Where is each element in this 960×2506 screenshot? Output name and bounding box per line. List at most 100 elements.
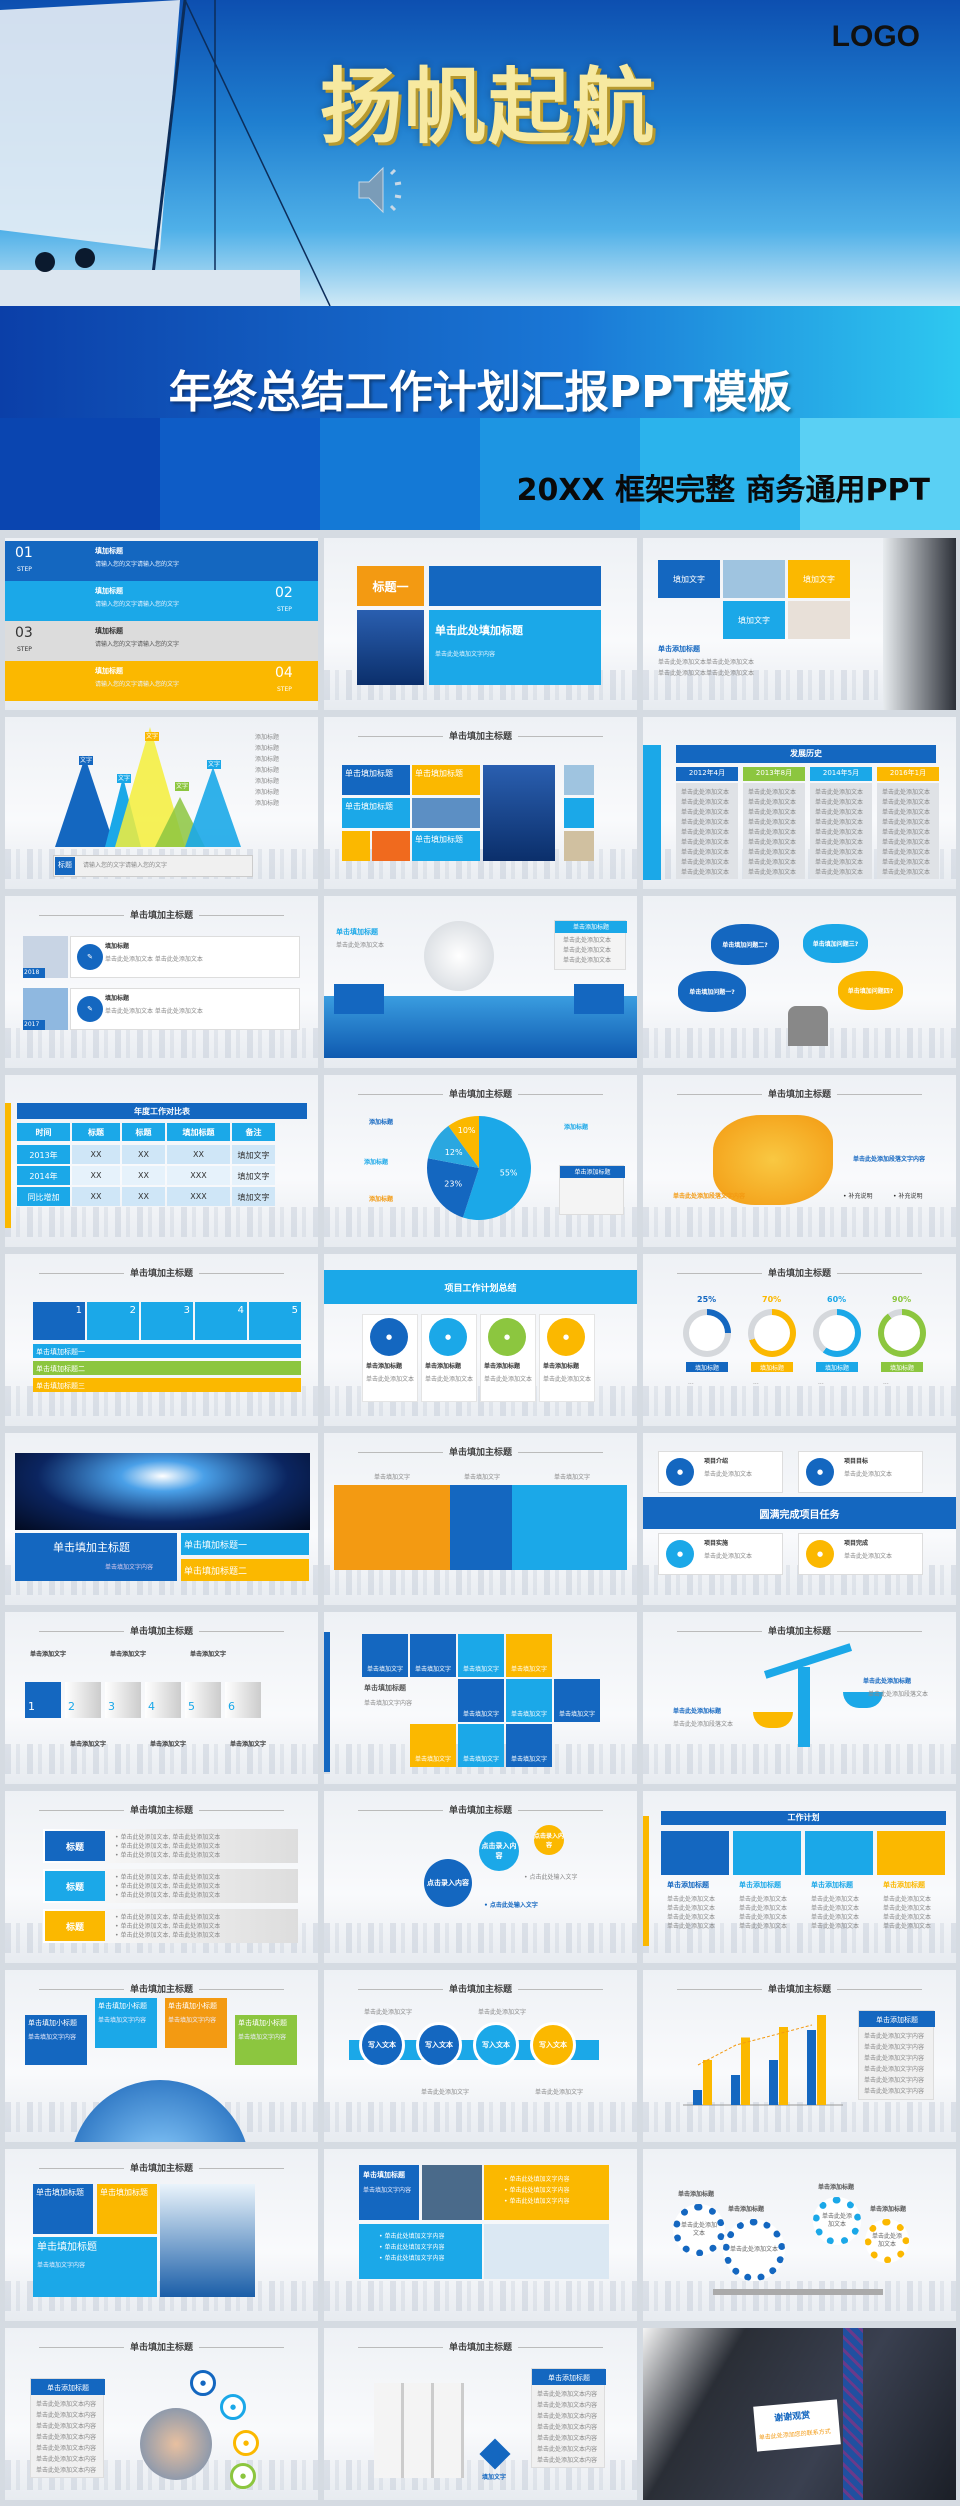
right-screen	[574, 984, 624, 1014]
label: 标题	[55, 857, 75, 875]
slide-thumbnail[interactable]: 单击填加主标题 单击此处添加段落文字内容 单击此处添加段落文字内容 • 补充说明 • 补…	[643, 1075, 956, 1247]
slide-thumbnail[interactable]: 单击填加主标题 单击填加标题 单击填加标题 单击填加标题 单击填加标题	[324, 717, 637, 889]
icon-tile: 单击填加文字	[362, 1634, 408, 1677]
gear: 单击此处添加文本	[813, 2197, 861, 2245]
speaker-icon[interactable]	[355, 160, 415, 220]
label: 单击添加文字	[70, 1741, 107, 1748]
icon: ●	[233, 2430, 259, 2456]
bottom-stripe	[324, 2132, 637, 2142]
top-stripe	[5, 1433, 318, 1436]
box-title: 单击填加小标题	[238, 2019, 287, 2027]
top-stripe	[324, 1254, 637, 1257]
bar-series-a	[769, 2060, 778, 2105]
left-screen	[334, 984, 384, 1014]
top-stripe	[5, 2149, 318, 2152]
text: • 点击此处输入文字	[484, 1902, 538, 1909]
table-header: 备注	[232, 1123, 275, 1141]
city-skyline	[643, 1744, 956, 1774]
slide-thumbnail[interactable]: 填加文字 填加文字 填加文字 单击添加标题 单击此处添加文本单击此处添加文本 单击此处添加…	[643, 538, 956, 710]
slide-thumbnail[interactable]: 年度工作对比表 时间 标题 标题 填加标题 备注 2013年 XX XX XX 填加文字 2014年 X…	[5, 1075, 318, 1247]
slide-thumbnail[interactable]: 单击填加主标题 1 2 3 4 5 6 单击添加文字 单击添加文字 单击添加文字 单击添加文字 单击添…	[5, 1612, 318, 1784]
bar-series-b	[817, 2015, 826, 2105]
bottom-stripe	[5, 879, 318, 889]
pin: 点击录入内容	[479, 1831, 519, 1871]
bottom-stripe	[5, 1416, 318, 1426]
card-text: 单击此处添加文本	[844, 1471, 893, 1478]
slide-thumbnail[interactable]: 谢谢观赏 单击此处添加您的联系方式	[643, 2328, 956, 2500]
side-bar	[324, 1632, 330, 1772]
slide-thumbnail[interactable]: 单击填加标题 单击此处添加文本 单击添加标题 单击此处添加文本 单击此处添加文本 单击此处…	[324, 896, 637, 1068]
table-header: 标题	[72, 1123, 120, 1141]
slide-thumbnail[interactable]: ● 项目介绍 单击此处添加文本 ● 项目目标 单击此处添加文本 ● 项目实施 单击此处添加文本 ●…	[643, 1433, 956, 1605]
slide-thumbnail[interactable]: 单击填加主标题 55% 23% 12% 10% 添加标题 添加标题 添加标题 添加标题 单击添加标…	[324, 1075, 637, 1247]
tile: • 单击此处填加文字内容 • 单击此处填加文字内容 • 单击此处填加文字内容	[359, 2224, 482, 2279]
text: ...	[688, 1379, 694, 1386]
slide-thumbnail[interactable]: 单击填加主标题 单击此处添加标题 单击此处添加标题 单击此处添加段落文本 单击此处添加段…	[643, 1612, 956, 1784]
icon-tile: 单击填加文字	[506, 1679, 552, 1722]
table-cell: 填加文字	[232, 1166, 275, 1185]
box-title: 单击填加小标题	[168, 2002, 217, 2010]
hikers-photo	[564, 831, 594, 861]
icon: ●	[666, 1458, 694, 1486]
slide-thumbnail[interactable]: 单击填加主标题 单击填加标题 单击填加标题 单击填加标题 单击填加文字内容	[5, 2149, 318, 2321]
slide-thumbnail[interactable]: 单击填加主标题 单击填加文字 单击填加文字 单击填加文字	[324, 1433, 637, 1605]
slide-thumbnail[interactable]: 项目工作计划总结 ● 单击添加标题 单击此处添加文本 ● 单击添加标题 单击此处添加文本 ● 单…	[324, 1254, 637, 1426]
slide-thumbnail[interactable]: 单击填加主标题 写入文本 写入文本 写入文本 写入文本 单击此处添加文字 单击此处添加文字单…	[324, 1970, 637, 2142]
slide-thumbnail[interactable]: 单击填加标题 单击填加文字内容 • 单击此处填加文字内容 • 单击此处填加文字内容 • …	[324, 2149, 637, 2321]
icon-tile: 2	[87, 1302, 139, 1340]
bar-series-a	[731, 2075, 740, 2105]
cube-label: 填加文字	[482, 2474, 507, 2481]
slide-thumbnail[interactable]: 发展历史 2012年4月 单击此处添加文本 单击此处添加文本 单击此处添加文本 单击此处添…	[643, 717, 956, 889]
text: 单击此处添加文本	[815, 869, 864, 876]
text: 单击此处添加文本内容	[537, 2457, 598, 2464]
slide-thumbnail[interactable]: 单击填加主标题 单击添加标题 单击此处添加文本内容 单击此处添加文本内容 单击此处添加文…	[5, 2328, 318, 2500]
top-stripe	[324, 1075, 637, 1078]
slide-thumbnail[interactable]: 工作计划 单击添加标题 单击此处添加文本 单击此处添加文本 单击此处添加文本 单击此处添加…	[643, 1791, 956, 1963]
card-title: 填加标题	[105, 943, 130, 950]
slide-thumbnail[interactable]: 单击填加主标题 点击录入内容 点击录入内容 点击录入内容 • 点击此处输入文字 • 点击此…	[324, 1791, 637, 1963]
top-stripe	[324, 2149, 637, 2152]
slide-thumbnail[interactable]: 单击填加问题一? 单击填加问题二? 单击填加问题三? 单击填加问题四?	[643, 896, 956, 1068]
slide-thumbnail[interactable]: 文字 文字 文字 文字 文字 添加标题 添加标题 添加标题 添加标题 添加标题 添加标题 添加标题 标题…	[5, 717, 318, 889]
handshake-photo	[140, 2408, 212, 2480]
text: 单击此处添加文本	[815, 849, 864, 856]
slide-thumbnail[interactable]: 单击填加主标题 单击填加小标题 单击填加文字内容 单击填加小标题 单击填加文字内容 单击填…	[5, 1970, 318, 2142]
slide-thumbnail[interactable]: 单击填加主标题 标题 • 单击此处添加文本, 单击此处添加文本 • 单击此处添加文本,…	[5, 1791, 318, 1963]
china-map	[713, 1115, 833, 1205]
card-title: 项目介绍	[704, 1458, 729, 1465]
top-stripe	[5, 1075, 318, 1078]
text: 单击此处添加文本	[748, 869, 797, 876]
text: 单击此处添加文本内容	[537, 2391, 598, 2398]
text: 单击此处添加文字内容	[864, 2055, 925, 2062]
ring-inner	[819, 1315, 855, 1351]
slide-thumbnail[interactable]: 单击填加主标题 1 2 3 4 5 单击填加标题一 单击填加标题二 单击填加标题三	[5, 1254, 318, 1426]
tile	[564, 798, 594, 828]
slide-thumbnail[interactable]: 单击填加主标题 25% 填加标题... 70% 填加标题... 60% 填加标题... 90%…	[643, 1254, 956, 1426]
city-skyline	[5, 1207, 318, 1237]
top-stripe	[324, 1791, 637, 1794]
text: 单击此处添加文本	[883, 1923, 932, 1930]
slide-title: 单击填加主标题	[324, 1982, 637, 1995]
target-photo	[484, 2224, 609, 2279]
slide-thumbnail[interactable]: 单击填加主标题 填加文字 单击添加标题 单击此处添加文本内容 单击此处添加文本内容 单击此…	[324, 2328, 637, 2500]
slide-title: 单击填加主标题	[5, 2161, 318, 2174]
card-text: 单击此处添加文本	[425, 1376, 474, 1383]
slide-title: 单击填加主标题	[643, 1624, 956, 1637]
slide-thumbnail[interactable]: 单击此处添加文本 单击添加标题 单击此处添加文本 单击添加标题 单击此处添加文本 单击添加…	[643, 2149, 956, 2321]
slide-thumbnail[interactable]: 标题一 单击此处填加标题 单击此处填加文字内容	[324, 538, 637, 710]
text: 单击此处添加文本内容	[36, 2456, 97, 2463]
text: 单击此处添加文本	[882, 799, 931, 806]
slide-thumbnail[interactable]: 单击填加主标题 单击填加文字内容 单击填加标题一 单击填加标题二	[5, 1433, 318, 1605]
table-header: 时间	[17, 1123, 70, 1141]
slide-thumbnail[interactable]: 单击填加主标题 2018 ✎ 填加标题 单击此处添加文本 单击此处添加文本 2017 ✎ 填加…	[5, 896, 318, 1068]
step-label: STEP	[17, 646, 32, 653]
text: • 单击此处添加文本, 单击此处添加文本	[115, 1932, 221, 1939]
slide-thumbnail[interactable]: 单击填加主标题 单击添加标题 单击此处添加文字内容 单击此处添加文字内容 单击此处添加文…	[643, 1970, 956, 2142]
text: 单击此处添加文字	[535, 2089, 584, 2096]
slide-thumbnail[interactable]: 01 STEP 填加标题 请输入您的文字请输入您的文字 02 STEP 填加标题 请输入您的文…	[5, 538, 318, 710]
slide-thumbnail[interactable]: 单击填加文字 单击填加文字 单击填加文字 单击填加文字 单击填加文字 单击填加文字 单击填加…	[324, 1612, 637, 1784]
side-bar	[5, 1103, 11, 1228]
city-skyline	[324, 1565, 637, 1595]
subtitle: 年终总结工作计划汇报PPT模板	[168, 367, 792, 418]
tile: 填加文字	[658, 560, 720, 598]
